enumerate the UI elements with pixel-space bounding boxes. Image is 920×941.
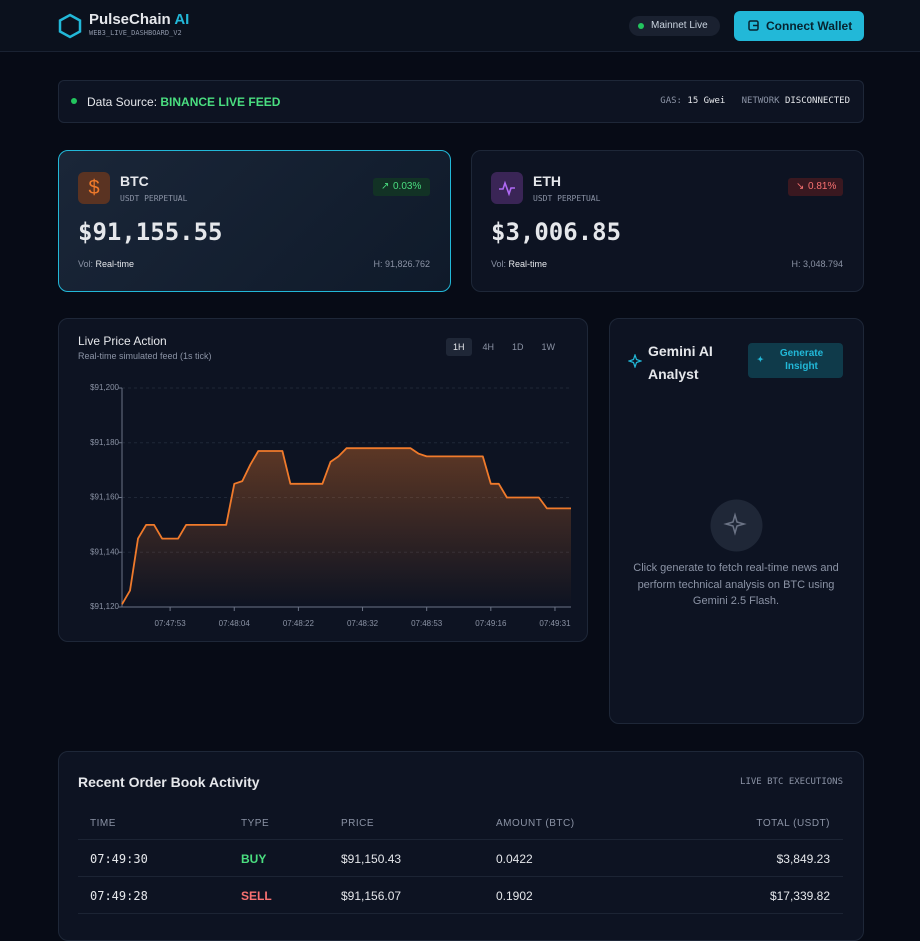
price-chart: $91,120 $91,140 $91,160 $91,180 $91,200 07:47… xyxy=(90,383,571,628)
sparkle-icon xyxy=(628,354,642,368)
ticker-price: $91,155.55 xyxy=(78,218,223,246)
connect-wallet-text: Connect Wallet xyxy=(766,19,853,33)
source-value: BINANCE LIVE FEED xyxy=(160,95,281,109)
x-tick-label: 07:49:31 xyxy=(539,619,571,628)
x-tick-label: 07:48:32 xyxy=(347,619,379,628)
status-dot xyxy=(71,98,77,104)
cell-total: $17,339.82 xyxy=(769,889,830,903)
x-tick-label: 07:48:22 xyxy=(283,619,315,628)
cell-total: $3,849.23 xyxy=(776,852,830,866)
row-divider xyxy=(78,913,843,914)
price-line xyxy=(121,447,571,605)
x-tick-label: 07:49:16 xyxy=(475,619,507,628)
x-tick-label: 07:48:04 xyxy=(219,619,251,628)
y-tick-label: $91,160 xyxy=(90,493,119,502)
cell-type: SELL xyxy=(241,889,272,903)
source-label: Data Source: xyxy=(87,95,158,109)
ticker-card[interactable] xyxy=(471,150,864,292)
column-header: TIME xyxy=(90,818,116,829)
range-tab[interactable]: 1D xyxy=(512,342,524,352)
range-tab[interactable]: 1W xyxy=(541,342,556,352)
cell-price: $91,150.43 xyxy=(341,852,402,866)
column-header: PRICE xyxy=(341,818,375,829)
volume-label: Vol: xyxy=(78,259,94,269)
cell-time: 07:49:28 xyxy=(90,889,148,903)
brand-accent: AI xyxy=(174,11,190,28)
ai-title: Gemini AI Analyst xyxy=(648,343,713,382)
price-area xyxy=(122,448,571,607)
network-status: Mainnet Live xyxy=(629,16,720,36)
y-tick-label: $91,120 xyxy=(90,602,119,611)
row-divider xyxy=(78,839,843,840)
order-book-title: Recent Order Book Activity xyxy=(78,774,260,790)
ticker-high: H: 91,826.762 xyxy=(373,259,430,269)
ticker-card[interactable] xyxy=(58,150,451,292)
ai-message: Click generate to fetch real-time news a… xyxy=(633,562,839,607)
volume-value: Real-time xyxy=(508,259,548,269)
network-label: NETWORK xyxy=(741,96,780,106)
btc-icon: $ xyxy=(78,172,110,204)
ticker-change: ↘ 0.81% xyxy=(788,178,843,196)
order-book-tag: LIVE BTC EXECUTIONS xyxy=(740,777,843,787)
page: {"header":{"brand":"PulseChain","brand_a… xyxy=(0,11,920,941)
cell-type: BUY xyxy=(241,852,267,866)
range-tab[interactable]: 1H xyxy=(446,338,472,356)
logo xyxy=(58,13,82,39)
cell-price: $91,156.07 xyxy=(341,889,402,903)
gas-value: 15 Gwei xyxy=(687,96,726,106)
column-header: TOTAL (USDT) xyxy=(756,818,830,829)
ticker-market: USDT PERPETUAL xyxy=(120,194,188,203)
cell-time: 07:49:30 xyxy=(90,852,148,866)
brand-subtitle: WEB3_LIVE_DASHBOARD_V2 xyxy=(89,29,182,37)
y-tick-label: $91,140 xyxy=(90,547,119,556)
range-tabs: 1H 4H 1D 1W xyxy=(446,338,566,356)
column-header: TYPE xyxy=(241,818,270,829)
ticker-high: H: 3,048.794 xyxy=(791,259,843,269)
ticker-symbol: ETH xyxy=(533,173,561,189)
brand: PulseChain xyxy=(89,11,171,28)
gas-label: GAS: xyxy=(660,96,682,106)
chart-subtitle: Real-time simulated feed (1s tick) xyxy=(78,351,212,361)
chart-title: Live Price Action xyxy=(78,334,167,348)
volume-label: Vol: xyxy=(491,259,507,269)
ticker-symbol: BTC xyxy=(120,173,149,189)
connect-wallet-button[interactable]: Connect Wallet xyxy=(734,11,864,41)
ticker-change: ↗ 0.03% xyxy=(373,178,430,196)
volume-value: Real-time xyxy=(95,259,135,269)
row-divider xyxy=(78,876,843,877)
eth-icon xyxy=(491,172,523,204)
generate-text: Generate Insight xyxy=(779,348,824,372)
cell-amount: 0.0422 xyxy=(496,852,533,866)
cell-amount: 0.1902 xyxy=(496,889,533,903)
ticker-price: $3,006.85 xyxy=(491,218,622,246)
ai-placeholder-icon xyxy=(710,499,763,552)
x-tick-label: 07:48:53 xyxy=(411,619,443,628)
generate-button[interactable]: ✦ Generate Insight xyxy=(748,343,843,378)
ticker-market: USDT PERPETUAL xyxy=(533,194,601,203)
range-tab[interactable]: 4H xyxy=(482,342,495,352)
network-value: DISCONNECTED xyxy=(784,96,850,106)
x-tick-label: 07:47:53 xyxy=(155,619,187,628)
network-status-text: Mainnet Live xyxy=(651,20,708,31)
y-tick-label: $91,180 xyxy=(90,438,119,447)
order-book xyxy=(58,751,864,941)
status-bar xyxy=(58,80,864,123)
y-tick-label: $91,200 xyxy=(90,383,119,392)
column-header: AMOUNT (BTC) xyxy=(496,818,575,829)
